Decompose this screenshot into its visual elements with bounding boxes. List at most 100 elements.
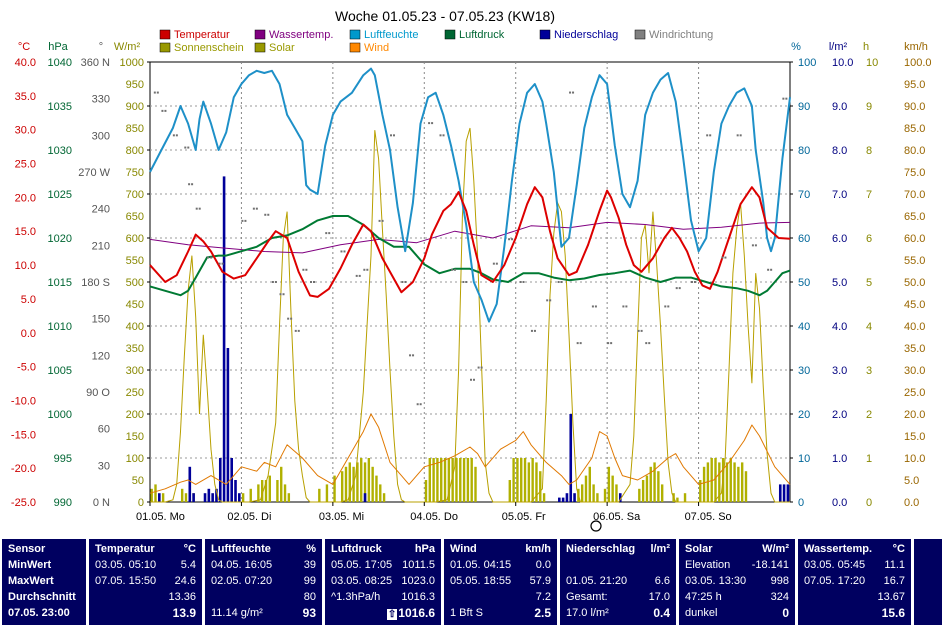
axis-tick-dir: 120 — [92, 350, 110, 362]
sunshine-bar — [718, 462, 721, 502]
sunshine-bar — [325, 484, 329, 502]
sunshine-bar — [508, 480, 511, 502]
time-slider-handle[interactable] — [590, 520, 602, 532]
rain-bar — [363, 493, 367, 502]
sunshine-bar — [535, 462, 538, 502]
wind-unit: km/h — [525, 543, 551, 555]
solar-unit: W/m² — [762, 543, 789, 555]
wind-direction-dot — [313, 281, 315, 283]
axis-tick-hum: 40 — [798, 321, 810, 333]
wind-direction-dot — [358, 274, 361, 277]
solar-max-value: 998 — [770, 575, 789, 587]
wind-direction-dot — [576, 342, 579, 345]
axis-tick-solar: 0 — [138, 497, 144, 509]
temperature-unit: °C — [183, 543, 196, 555]
stats-rain: Niederschlag l/m² 01.05. 21:20 6.6 Gesamt:… — [560, 539, 676, 625]
wind-direction-dot — [607, 342, 610, 345]
sunshine-bar — [744, 471, 748, 502]
x-day-label: 02.05. Di — [227, 511, 271, 523]
axis-tick-wind: 75.0 — [904, 167, 925, 179]
wind-direction-dot — [412, 354, 415, 357]
temp-current: 13.9 — [172, 606, 196, 620]
wind-direction-dot — [754, 244, 757, 247]
axis-tick-sun: 0 — [866, 497, 872, 509]
axis-unit-press: hPa — [48, 41, 68, 53]
axis-tick-solar: 750 — [126, 167, 144, 179]
axis-tick-wind: 40.0 — [904, 321, 925, 333]
sunshine-bar — [542, 493, 546, 502]
wind-direction-dot — [198, 207, 201, 210]
press-trend: ^1.3hPa/h — [331, 591, 381, 603]
minwert-label: MinWert — [8, 559, 52, 571]
sunshine-bar — [432, 458, 435, 502]
wind-direction-dot — [511, 238, 514, 241]
sunshine-bar — [150, 488, 153, 502]
rain-header: Niederschlag — [566, 543, 636, 555]
axis-tick-solar: 700 — [126, 189, 144, 201]
wind-direction-dot — [221, 262, 224, 265]
wind-direction-dot — [637, 329, 640, 332]
rain-max-time: 01.05. 21:20 — [566, 575, 628, 587]
sunshine-bar — [424, 480, 428, 502]
sunshine-bar — [603, 488, 607, 502]
rain-bars — [158, 176, 790, 502]
axis-tick-dir: 30 — [98, 460, 110, 472]
rain-bar — [618, 493, 622, 502]
axis-tick-solar: 50 — [132, 475, 144, 487]
sunshine-bar — [154, 484, 157, 502]
axis-tick-hum: 10 — [798, 453, 810, 465]
axis-tick-dir: 360 N — [81, 57, 110, 69]
axis-tick-hum: 50 — [798, 277, 810, 289]
axis-tick-sun: 5 — [866, 277, 872, 289]
axis-tick-press: 1025 — [48, 189, 72, 201]
rain-bar — [782, 484, 786, 502]
wind-direction-dot — [770, 268, 773, 271]
sunshine-bar — [249, 488, 252, 502]
axis-tick-rain: 7.0 — [832, 189, 847, 201]
rain-bar — [192, 493, 195, 502]
wind-direction-dot — [648, 342, 651, 345]
axis-tick-wind: 60.0 — [904, 233, 925, 245]
hum-min-time: 04.05. 16:05 — [211, 559, 273, 571]
axis-tick-solar: 850 — [126, 123, 144, 135]
axis-tick-wind: 80.0 — [904, 145, 925, 157]
axis-tick-temp: 5.0 — [21, 294, 36, 306]
axis-unit-rain: l/m² — [829, 41, 848, 53]
press-min-time: 05.05. 17:05 — [331, 559, 393, 571]
sunshine-bar — [184, 493, 188, 502]
axis-tick-dir: 270 W — [78, 167, 110, 179]
axis-tick-sun: 3 — [866, 365, 872, 377]
wind-avg: 7.2 — [535, 591, 551, 603]
hum-min-value: 39 — [303, 559, 316, 571]
solar-current: 0 — [782, 606, 789, 620]
sunshine-bar — [440, 458, 443, 502]
wind-direction-dot — [557, 281, 560, 283]
wind-direction-dot — [195, 207, 198, 210]
sunshine-bar — [333, 475, 336, 502]
axis-tick-dir: 150 — [92, 314, 110, 326]
axis-tick-solar: 600 — [126, 233, 144, 245]
wind-direction-dot — [690, 281, 693, 283]
rain-bar — [230, 458, 233, 502]
sunshine-bar — [348, 462, 351, 502]
wind-direction-dot — [271, 281, 274, 283]
axis-tick-solar: 400 — [126, 321, 144, 333]
axis-tick-dir: 240 — [92, 204, 110, 216]
legend-label: Niederschlag — [554, 29, 618, 41]
wind-direction-dot — [153, 91, 156, 94]
rain-bar — [778, 484, 782, 502]
wt-min-time: 03.05. 05:45 — [804, 559, 866, 571]
axis-tick-solar: 150 — [126, 431, 144, 443]
sunshine-bar — [740, 462, 744, 502]
axis-tick-wind: 15.0 — [904, 431, 925, 443]
wt-max-value: 16.7 — [883, 575, 905, 587]
wind-direction-dot — [279, 293, 282, 296]
x-day-label: 06.05. Sa — [593, 511, 641, 523]
sunshine-bar — [580, 484, 584, 502]
axis-tick-hum: 90 — [798, 101, 810, 113]
axis-tick-rain: 0.0 — [832, 497, 847, 509]
rain-bar — [226, 348, 230, 502]
axis-tick-solar: 300 — [126, 365, 144, 377]
axis-tick-sun: 10 — [866, 57, 878, 69]
series-line-wassertemp — [149, 221, 791, 254]
